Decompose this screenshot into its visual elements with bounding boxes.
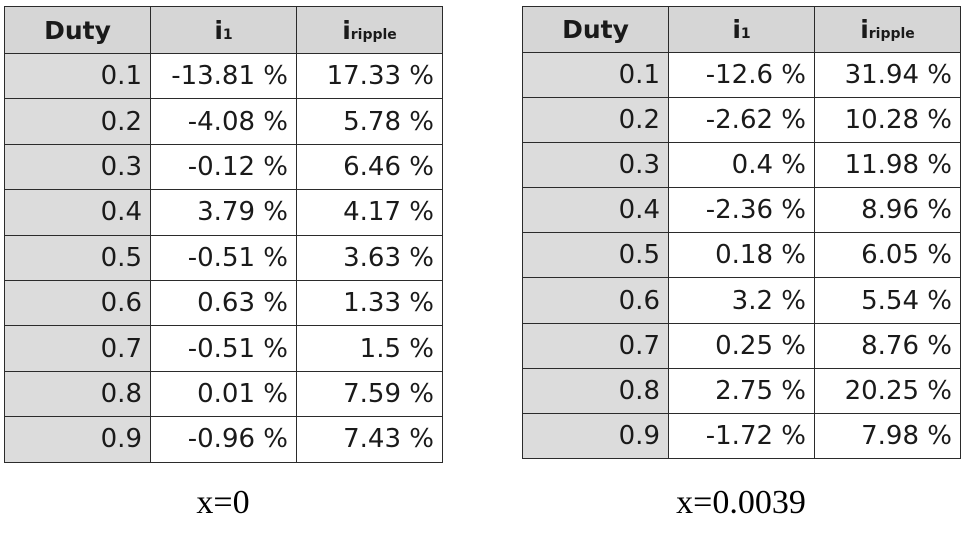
i1-cell: -0.96 % — [150, 416, 297, 463]
table-row: 0.1 -12.6 % 31.94 % — [522, 51, 961, 99]
table-row: 0.3 -0.12 % 6.46 % — [4, 143, 443, 191]
duty-cell: 0.9 — [522, 412, 669, 459]
header-row: Duty i1 iripple — [522, 6, 961, 53]
i1-cell: -12.6 % — [668, 51, 815, 99]
i1-cell: 0.25 % — [668, 322, 815, 369]
ripple-cell: 1.33 % — [296, 279, 443, 327]
table-row: 0.9 -0.96 % 7.43 % — [4, 416, 443, 463]
i1-cell: -0.51 % — [150, 234, 297, 281]
duty-cell: 0.1 — [4, 52, 151, 100]
duty-cell: 0.5 — [522, 232, 669, 279]
duty-cell: 0.4 — [4, 189, 151, 236]
i1-cell: 3.79 % — [150, 189, 297, 236]
header-iripple-symbol: i — [342, 15, 351, 45]
ripple-cell: 31.94 % — [814, 51, 961, 99]
table-row: 0.8 0.01 % 7.59 % — [4, 370, 443, 418]
i1-cell: 0.18 % — [668, 232, 815, 279]
i1-cell: 3.2 % — [668, 277, 815, 324]
duty-cell: 0.2 — [4, 98, 151, 145]
ripple-cell: 20.25 % — [814, 367, 961, 414]
table-row: 0.3 0.4 % 11.98 % — [522, 142, 961, 189]
header-iripple: iripple — [814, 6, 961, 53]
ripple-cell: 3.63 % — [296, 234, 443, 281]
table-row: 0.5 0.18 % 6.05 % — [522, 232, 961, 279]
table-row: 0.9 -1.72 % 7.98 % — [522, 412, 961, 459]
i1-cell: -2.62 % — [668, 97, 815, 144]
i1-cell: -2.36 % — [668, 187, 815, 234]
duty-cell: 0.4 — [522, 187, 669, 234]
duty-cell: 0.3 — [4, 143, 151, 191]
header-iripple-symbol: i — [860, 15, 869, 44]
table-row: 0.1 -13.81 % 17.33 % — [4, 52, 443, 100]
table-row: 0.7 0.25 % 8.76 % — [522, 322, 961, 369]
left-table-caption: x=0 — [196, 484, 250, 521]
header-i1-subscript: 1 — [222, 26, 233, 43]
duty-cell: 0.8 — [522, 367, 669, 414]
ripple-cell: 7.59 % — [296, 370, 443, 418]
header-duty: Duty — [4, 6, 151, 54]
i1-cell: -4.08 % — [150, 98, 297, 145]
duty-cell: 0.2 — [522, 97, 669, 144]
ripple-cell: 11.98 % — [814, 142, 961, 189]
header-row: Duty i1 iripple — [4, 6, 443, 54]
i1-cell: -1.72 % — [668, 412, 815, 459]
header-duty: Duty — [522, 6, 669, 53]
i1-cell: 0.4 % — [668, 142, 815, 189]
table-row: 0.6 0.63 % 1.33 % — [4, 279, 443, 327]
ripple-cell: 4.17 % — [296, 189, 443, 236]
duty-cell: 0.1 — [522, 51, 669, 99]
right-table-caption: x=0.0039 — [676, 484, 806, 521]
i1-cell: 2.75 % — [668, 367, 815, 414]
i1-cell: -0.12 % — [150, 143, 297, 191]
duty-cell: 0.9 — [4, 416, 151, 463]
header-i1: i1 — [668, 6, 815, 53]
left-table-container: Duty i1 iripple 0.1 -13.81 % 17.33 % 0.2 -4… — [4, 6, 443, 463]
i1-cell: -13.81 % — [150, 52, 297, 100]
table-row: 0.5 -0.51 % 3.63 % — [4, 234, 443, 281]
duty-cell: 0.8 — [4, 370, 151, 418]
header-i1: i1 — [150, 6, 297, 54]
duty-cell: 0.6 — [4, 279, 151, 327]
duty-cell: 0.3 — [522, 142, 669, 189]
ripple-cell: 7.98 % — [814, 412, 961, 459]
header-iripple: iripple — [296, 6, 443, 54]
right-table-container: Duty i1 iripple 0.1 -12.6 % 31.94 % 0.2 -2.… — [522, 6, 961, 459]
ripple-cell: 6.05 % — [814, 232, 961, 279]
header-iripple-subscript: ripple — [350, 26, 397, 43]
table-row: 0.2 -4.08 % 5.78 % — [4, 98, 443, 145]
ripple-cell: 8.76 % — [814, 322, 961, 369]
ripple-cell: 1.5 % — [296, 325, 443, 372]
ripple-cell: 7.43 % — [296, 416, 443, 463]
ripple-cell: 5.54 % — [814, 277, 961, 324]
ripple-cell: 8.96 % — [814, 187, 961, 234]
i1-cell: -0.51 % — [150, 325, 297, 372]
header-i1-symbol: i — [214, 15, 223, 45]
duty-cell: 0.7 — [4, 325, 151, 372]
table-row: 0.7 -0.51 % 1.5 % — [4, 325, 443, 372]
i1-cell: 0.63 % — [150, 279, 297, 327]
ripple-cell: 6.46 % — [296, 143, 443, 191]
duty-table-x0039: Duty i1 iripple 0.1 -12.6 % 31.94 % 0.2 -2.… — [522, 6, 961, 459]
duty-cell: 0.7 — [522, 322, 669, 369]
i1-cell: 0.01 % — [150, 370, 297, 418]
duty-cell: 0.6 — [522, 277, 669, 324]
duty-cell: 0.5 — [4, 234, 151, 281]
header-i1-subscript: 1 — [740, 26, 751, 42]
ripple-cell: 5.78 % — [296, 98, 443, 145]
header-iripple-subscript: ripple — [868, 26, 915, 42]
table-row: 0.6 3.2 % 5.54 % — [522, 277, 961, 324]
header-i1-symbol: i — [732, 15, 741, 44]
ripple-cell: 17.33 % — [296, 52, 443, 100]
table-row: 0.2 -2.62 % 10.28 % — [522, 97, 961, 144]
duty-table-x0: Duty i1 iripple 0.1 -13.81 % 17.33 % 0.2 -4… — [4, 6, 443, 463]
ripple-cell: 10.28 % — [814, 97, 961, 144]
table-row: 0.4 -2.36 % 8.96 % — [522, 187, 961, 234]
table-row: 0.8 2.75 % 20.25 % — [522, 367, 961, 414]
table-row: 0.4 3.79 % 4.17 % — [4, 189, 443, 236]
